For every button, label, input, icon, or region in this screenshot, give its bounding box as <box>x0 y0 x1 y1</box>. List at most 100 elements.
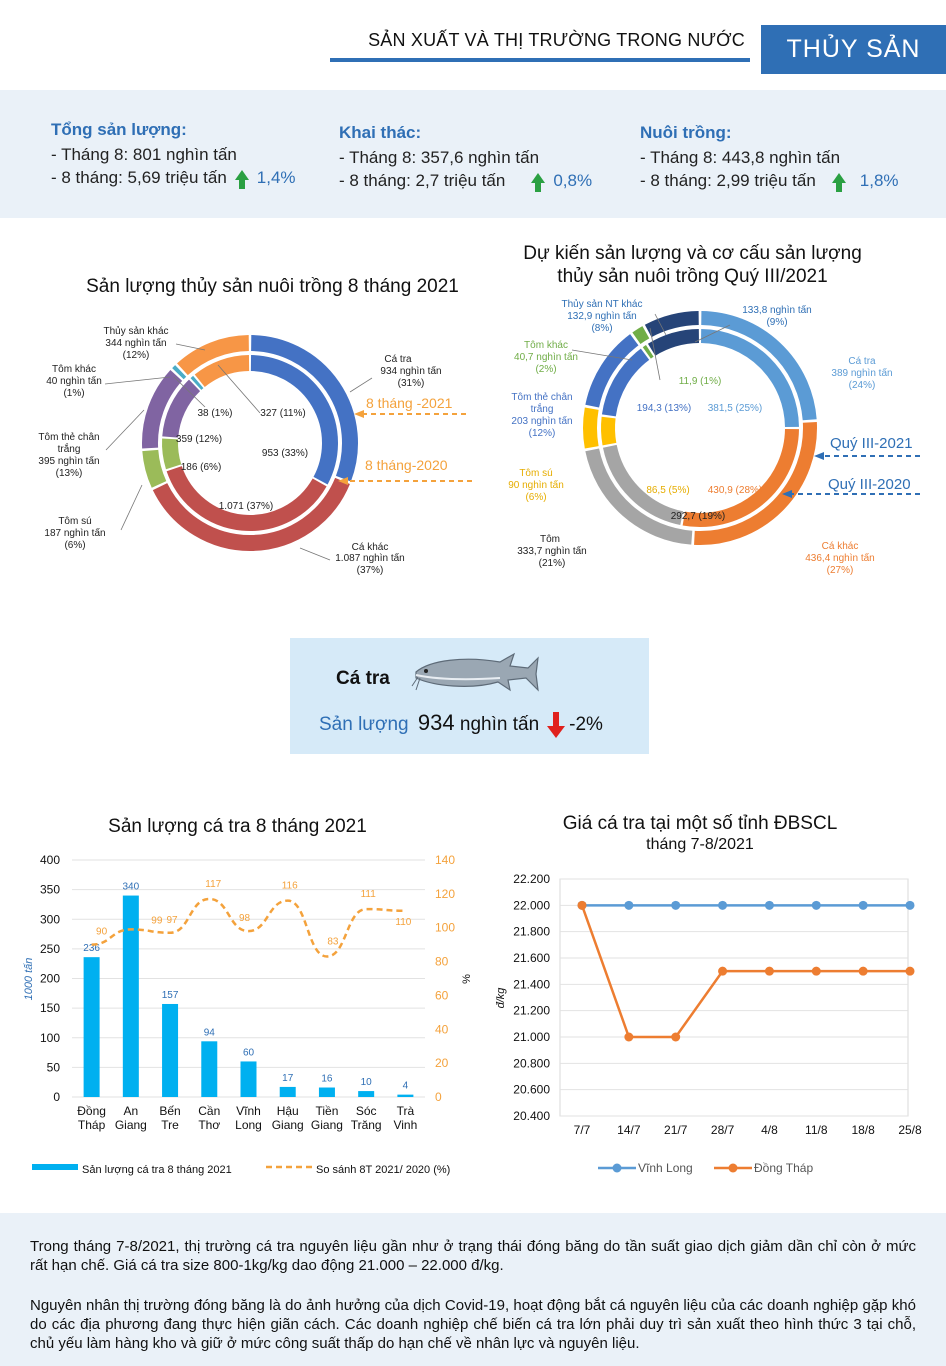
d2-inner-slice-2 <box>602 444 684 526</box>
bar <box>358 1091 375 1097</box>
bar-category-label: Hậu <box>277 1104 299 1118</box>
line-y-tick: 21.400 <box>513 977 550 991</box>
bar-category-label: Tiền <box>315 1104 338 1118</box>
line-x-tick: 18/8 <box>851 1123 875 1137</box>
line-x-tick: 25/8 <box>898 1123 922 1137</box>
d2-inner-tom: 292,7 (19%) <box>671 511 725 522</box>
line-x-tick: 28/7 <box>711 1123 735 1137</box>
d2-label-tom-the-1: Tôm thẻ chân <box>511 392 572 403</box>
d2-label-tom-su-1: Tôm sú <box>519 468 552 479</box>
d2-label-tom-su-3: (6%) <box>525 492 546 503</box>
price-point <box>624 900 634 910</box>
fish-icon <box>411 652 539 692</box>
d1-label-ca-tra-3: (31%) <box>398 378 425 389</box>
arrow-left-icon <box>338 477 348 485</box>
d2-outer-series-label: Quý III-2021 <box>830 435 913 452</box>
d1-inner-slice-5 <box>194 355 250 388</box>
stat-capture-title: Khai thác: <box>339 123 422 142</box>
d1-label-ca-tra-2: 934 nghìn tấn <box>380 365 441 377</box>
d2-outer-slice-0 <box>701 311 817 421</box>
bar-y2-axis-label: % <box>461 974 473 984</box>
bar-category-label: Giang <box>272 1118 304 1132</box>
bar-y-tick: 250 <box>40 942 60 956</box>
bar-category-label: Trăng <box>351 1118 382 1132</box>
line-y-tick: 20.400 <box>513 1109 550 1123</box>
bar <box>318 1087 335 1097</box>
price-point <box>905 966 915 976</box>
d1-inner-ts-khac: 327 (11%) <box>260 408 305 419</box>
bar <box>162 1003 179 1097</box>
d2-outer-slice-1 <box>694 422 817 545</box>
d2-label-tom-the-2: trắng <box>531 402 554 415</box>
line-x-tick: 11/8 <box>805 1123 828 1137</box>
down-arrow-icon <box>547 712 566 738</box>
comparison-value-label: 99 <box>151 915 163 926</box>
summary-stats: Tổng sản lượng: - Tháng 8: 801 nghìn tấn… <box>0 90 946 218</box>
stat-capture: Khai thác: - Tháng 8: 357,6 nghìn tấn - … <box>339 121 592 192</box>
commentary: Trong tháng 7-8/2021, thị trường cá tra … <box>0 1213 946 1366</box>
d1-outer-slice-1 <box>152 477 350 551</box>
bar-category-label: Tháp <box>78 1118 106 1132</box>
bar-y2-tick: 40 <box>435 1022 449 1036</box>
d2-inner-slice-1 <box>682 428 799 527</box>
bar-category-label: Vĩnh <box>236 1104 261 1118</box>
catra-highlight: Cá tra Sản lượng 934 nghìn tấn -2% <box>290 638 649 754</box>
d1-label-ca-tra-1: Cá tra <box>384 354 412 365</box>
d2-outer-slice-2 <box>585 448 693 545</box>
up-arrow-icon <box>531 173 546 192</box>
bar-value-label: 236 <box>83 943 100 954</box>
d1-label-ts-khac-1: Thủy sản khác <box>103 325 168 337</box>
d1-label-ts-khac-2: 344 nghìn tấn <box>105 337 166 349</box>
d2-outer-slice-5 <box>632 326 650 344</box>
d1-inner-slice-3 <box>162 379 201 438</box>
line-x-tick: 7/7 <box>574 1123 591 1137</box>
arrow-left-icon <box>354 410 364 418</box>
price-point <box>577 900 587 910</box>
line-y-tick: 21.600 <box>513 951 550 965</box>
d2-label-ts-khac-3: (8%) <box>591 323 612 334</box>
d2-label-tom-1: Tôm <box>540 534 560 545</box>
bar-category-label: Long <box>235 1118 262 1132</box>
bar-value-label: 10 <box>361 1077 373 1088</box>
d1-label-ca-khac-1: Cá khác <box>352 542 389 553</box>
stat-total-ytd: - 8 tháng: 5,69 triệu tấn <box>51 168 227 187</box>
d1-inner-tom-khac: 38 (1%) <box>197 408 232 419</box>
price-point <box>718 966 728 976</box>
bar-category-label: Cần <box>198 1104 220 1118</box>
stat-total: Tổng sản lượng: - Tháng 8: 801 nghìn tấn… <box>51 118 296 189</box>
bar <box>240 1061 257 1097</box>
donut2-title-line1: Dự kiến sản lượng và cơ cấu sản lượng <box>523 243 862 264</box>
bar-y-axis-label: 1000 tấn <box>23 958 35 1001</box>
line-x-tick: 14/7 <box>617 1123 641 1137</box>
bar-y2-tick: 0 <box>435 1090 442 1104</box>
bar <box>122 895 139 1097</box>
comparison-value-label: 98 <box>239 913 251 924</box>
legend-bar-swatch <box>32 1164 78 1170</box>
d1-outer-series-label: 8 tháng -2021 <box>366 395 453 411</box>
stat-aquaculture-change: 1,8% <box>859 171 899 190</box>
catra-output-change: -2% <box>569 714 603 735</box>
bar-category-label: An <box>123 1104 138 1118</box>
donut1-chart: Cá tra 934 nghìn tấn (31%) Cá khác 1.087… <box>38 325 472 576</box>
line-y-tick: 20.800 <box>513 1056 550 1070</box>
d2-label-tom-su-2: 90 nghìn tấn <box>508 479 564 491</box>
bar-category-label: Vinh <box>393 1118 417 1132</box>
bar-y-tick: 400 <box>40 853 60 867</box>
d2-label-ca-khac-3: (27%) <box>827 565 854 576</box>
legend-line-label: So sánh 8T 2021/ 2020 (%) <box>316 1164 450 1176</box>
d1-inner-slice-1 <box>166 465 327 531</box>
bar-chart-title: Sản lượng cá tra 8 tháng 2021 <box>108 816 367 837</box>
d1-label-tom-khac-1: Tôm khác <box>52 364 96 375</box>
legend-marker <box>728 1163 738 1173</box>
comparison-value-label: 110 <box>395 917 411 928</box>
bar-value-label: 340 <box>122 882 139 893</box>
legend-label: Vĩnh Long <box>638 1161 693 1175</box>
stat-aquaculture-ytd: - 8 tháng: 2,99 triệu tấn <box>640 171 816 190</box>
bar-category-label: Đồng <box>77 1104 106 1118</box>
price-point <box>858 966 868 976</box>
donut2-title-line2: thủy sản nuôi trồng Quý III/2021 <box>557 266 828 287</box>
bar-y2-tick: 120 <box>435 887 455 901</box>
stat-capture-ytd: - 8 tháng: 2,7 triệu tấn <box>339 171 506 190</box>
catra-output-label: Sản lượng <box>319 714 409 735</box>
bar-value-label: 4 <box>403 1081 409 1092</box>
